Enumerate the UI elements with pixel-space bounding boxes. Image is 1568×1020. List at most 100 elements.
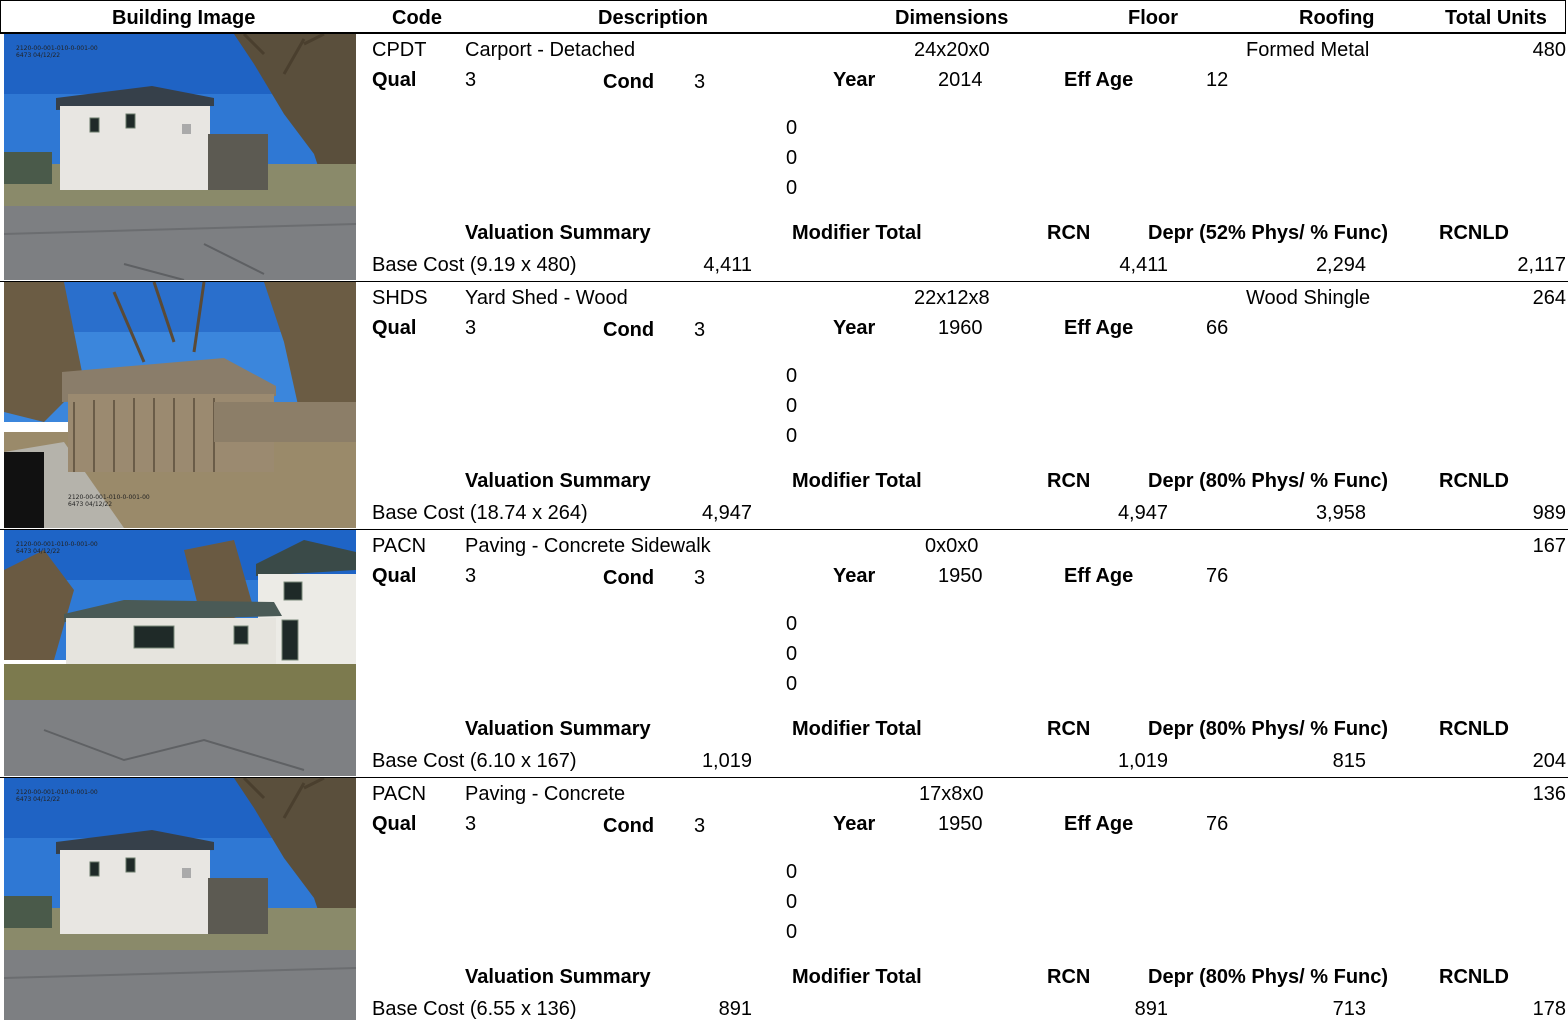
header-building-image: Building Image xyxy=(112,7,256,29)
eff-age-value: 76 xyxy=(1206,565,1229,587)
cond-value: 3 xyxy=(694,815,706,837)
eff-age-label: Eff Age xyxy=(1064,69,1134,91)
qual-label: Qual xyxy=(372,317,417,339)
building-photo: 2120-00-001-010-0-001-00 6473 04/12/22 xyxy=(4,530,356,776)
depr-value: 2,294 xyxy=(1315,254,1366,276)
building-photo-image xyxy=(4,530,356,776)
building-photo: 2120-00-001-010-0-001-00 6473 04/12/22 xyxy=(4,282,356,528)
modifier-value: 0 xyxy=(786,425,798,447)
valuation-summary-label: Valuation Summary xyxy=(465,470,651,492)
photo-stamp: 2120-00-001-010-0-001-00 6473 04/12/22 xyxy=(16,45,98,59)
modifier-value: 0 xyxy=(786,921,798,943)
modifier-value: 0 xyxy=(786,395,798,417)
photo-stamp-parcel: 2120-00-001-010-0-001-00 xyxy=(68,494,150,501)
modifier-value: 0 xyxy=(786,891,798,913)
depr-label: Depr (80% Phys/ % Func) xyxy=(1148,718,1389,740)
rcn-value: 4,411 xyxy=(1119,254,1168,276)
depr-value: 713 xyxy=(1332,998,1366,1020)
valuation-summary-label: Valuation Summary xyxy=(465,966,651,988)
dimensions-value: 17x8x0 xyxy=(919,783,984,805)
modifier-value: 0 xyxy=(786,177,798,199)
year-label: Year xyxy=(833,813,876,835)
rcnld-label: RCNLD xyxy=(1439,470,1509,492)
eff-age-value: 66 xyxy=(1206,317,1229,339)
table-header: Building Image Code Description Dimensio… xyxy=(0,0,1566,34)
rcnld-label: RCNLD xyxy=(1439,718,1509,740)
qual-value: 3 xyxy=(465,565,477,587)
valuation-summary-label: Valuation Summary xyxy=(465,718,651,740)
qual-value: 3 xyxy=(465,813,477,835)
base-cost-value: 4,947 xyxy=(701,502,752,524)
modifier-total-label: Modifier Total xyxy=(792,718,922,740)
base-cost-value: 1,019 xyxy=(701,750,752,772)
photo-stamp: 2120-00-001-010-0-001-00 6473 04/12/22 xyxy=(68,494,150,508)
depr-value: 3,958 xyxy=(1315,502,1366,524)
year-label: Year xyxy=(833,565,876,587)
building-photo-image xyxy=(4,778,356,1020)
photo-stamp-date: 6473 04/12/22 xyxy=(16,548,61,555)
description-value: Paving - Concrete xyxy=(465,783,626,805)
total-units-value: 136 xyxy=(1532,783,1566,805)
base-cost-label: Base Cost (18.74 x 264) xyxy=(372,502,588,524)
eff-age-label: Eff Age xyxy=(1064,317,1134,339)
modifier-value: 0 xyxy=(786,147,798,169)
building-photo: 2120-00-001-010-0-001-00 6473 04/12/22 xyxy=(4,778,356,1020)
modifier-value: 0 xyxy=(786,643,798,665)
modifier-value: 0 xyxy=(786,673,798,695)
dimensions-value: 0x0x0 xyxy=(925,535,979,557)
photo-stamp-date: 6473 04/12/22 xyxy=(16,52,61,59)
header-code: Code xyxy=(392,7,442,29)
dimensions-value: 24x20x0 xyxy=(914,39,990,61)
base-cost-label: Base Cost (9.19 x 480) xyxy=(372,254,577,276)
year-value: 1960 xyxy=(938,317,983,339)
cond-label: Cond xyxy=(603,319,655,341)
total-units-value: 167 xyxy=(1532,535,1566,557)
modifier-total-label: Modifier Total xyxy=(792,222,922,244)
roofing-value: Wood Shingle xyxy=(1246,287,1371,309)
rcn-label: RCN xyxy=(1047,718,1091,740)
header-dimensions: Dimensions xyxy=(895,7,1009,29)
modifier-value: 0 xyxy=(786,117,798,139)
depr-value: 815 xyxy=(1332,750,1366,772)
modifier-value: 0 xyxy=(786,613,798,635)
year-value: 1950 xyxy=(938,813,983,835)
rcn-label: RCN xyxy=(1047,470,1091,492)
building-photo: 2120-00-001-010-0-001-00 6473 04/12/22 xyxy=(4,34,356,280)
building-photo-image xyxy=(4,282,356,528)
year-value: 1950 xyxy=(938,565,983,587)
photo-stamp: 2120-00-001-010-0-001-00 6473 04/12/22 xyxy=(16,541,98,555)
table-row: 2120-00-001-010-0-001-00 6473 04/12/22 C… xyxy=(0,34,1568,282)
base-cost-value: 4,411 xyxy=(703,254,752,276)
eff-age-label: Eff Age xyxy=(1064,813,1134,835)
eff-age-value: 12 xyxy=(1206,69,1229,91)
header-roofing: Roofing xyxy=(1299,7,1375,29)
photo-stamp-parcel: 2120-00-001-010-0-001-00 xyxy=(16,45,98,52)
photo-stamp-parcel: 2120-00-001-010-0-001-00 xyxy=(16,541,98,548)
rcn-label: RCN xyxy=(1047,966,1091,988)
rcnld-label: RCNLD xyxy=(1439,966,1509,988)
roofing-value: Formed Metal xyxy=(1246,39,1370,61)
qual-label: Qual xyxy=(372,813,417,835)
photo-stamp-parcel: 2120-00-001-010-0-001-00 xyxy=(16,789,98,796)
cond-value: 3 xyxy=(694,71,706,93)
rcnld-label: RCNLD xyxy=(1439,222,1509,244)
year-label: Year xyxy=(833,317,876,339)
qual-value: 3 xyxy=(465,317,477,339)
rcnld-value: 204 xyxy=(1532,750,1566,772)
code-value: PACN xyxy=(372,783,427,805)
rcn-value: 891 xyxy=(1134,998,1168,1020)
description-value: Yard Shed - Wood xyxy=(465,287,628,309)
code-value: PACN xyxy=(372,535,427,557)
qual-label: Qual xyxy=(372,565,417,587)
cond-value: 3 xyxy=(694,567,706,589)
year-label: Year xyxy=(833,69,876,91)
base-cost-value: 891 xyxy=(718,998,752,1020)
base-cost-label: Base Cost (6.10 x 167) xyxy=(372,750,577,772)
description-value: Carport - Detached xyxy=(465,39,636,61)
rcn-label: RCN xyxy=(1047,222,1091,244)
photo-stamp-date: 6473 04/12/22 xyxy=(16,796,61,803)
total-units-value: 480 xyxy=(1532,39,1566,61)
table-row: 2120-00-001-010-0-001-00 6473 04/12/22 P… xyxy=(0,530,1568,778)
dimensions-value: 22x12x8 xyxy=(914,287,990,309)
